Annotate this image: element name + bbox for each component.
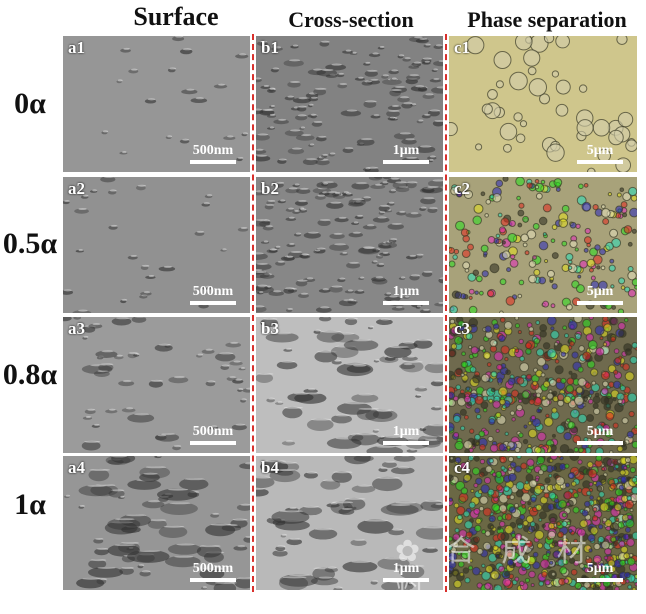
- panel-label: b1: [261, 38, 279, 58]
- scale-bar: 1μm: [383, 144, 429, 164]
- scale-bar: 500nm: [190, 144, 236, 164]
- panel-label: a4: [68, 458, 85, 478]
- panel-c3: c3 5μm: [449, 317, 637, 453]
- scale-bar: 1μm: [383, 285, 429, 305]
- scale-bar-line: [383, 301, 429, 305]
- panel-c2: c2 5μm: [449, 177, 637, 313]
- panel-label: c3: [454, 319, 470, 339]
- scale-bar-label: 1μm: [383, 425, 429, 439]
- panel-a3: a3 500nm: [63, 317, 250, 453]
- scale-bar-line: [577, 441, 623, 445]
- panel-b3: b3 1μm: [256, 317, 443, 453]
- row-label-0: 0α: [0, 87, 60, 121]
- scale-bar: 500nm: [190, 425, 236, 445]
- scale-bar-line: [190, 160, 236, 164]
- scale-bar: 500nm: [190, 562, 236, 582]
- scale-bar-label: 5μm: [577, 144, 623, 158]
- panel-a2: a2 500nm: [63, 177, 250, 313]
- scale-bar-label: 500nm: [190, 562, 236, 576]
- watermark: ✿ 合 成 材 料: [395, 526, 646, 614]
- panel-label: b2: [261, 179, 279, 199]
- scale-bar: 500nm: [190, 285, 236, 305]
- row-label-2: 0.8α: [0, 358, 60, 392]
- scale-bar: 5μm: [577, 285, 623, 305]
- scale-bar-label: 500nm: [190, 285, 236, 299]
- panel-b2: b2 1μm: [256, 177, 443, 313]
- scale-bar-line: [383, 160, 429, 164]
- scale-bar-label: 500nm: [190, 144, 236, 158]
- divider-2: [445, 34, 447, 592]
- scale-bar-line: [190, 301, 236, 305]
- scale-bar-line: [383, 441, 429, 445]
- row-label-3: 1α: [0, 488, 60, 522]
- column-header-surface: Surface: [96, 2, 256, 32]
- scale-bar-line: [577, 160, 623, 164]
- panel-c1: c1 5μm: [449, 36, 637, 172]
- panel-label: b4: [261, 458, 279, 478]
- scale-bar: 5μm: [577, 144, 623, 164]
- column-header-cross-section: Cross-section: [256, 7, 446, 33]
- scale-bar: 1μm: [383, 425, 429, 445]
- scale-bar-label: 1μm: [383, 285, 429, 299]
- panel-label: a2: [68, 179, 85, 199]
- scale-bar-label: 1μm: [383, 144, 429, 158]
- panel-label: a3: [68, 319, 85, 339]
- panel-label: c2: [454, 179, 470, 199]
- panel-label: c4: [454, 458, 470, 478]
- scale-bar-label: 5μm: [577, 425, 623, 439]
- row-label-1: 0.5α: [0, 227, 60, 261]
- panel-b1: b1 1μm: [256, 36, 443, 172]
- panel-label: b3: [261, 319, 279, 339]
- scale-bar-label: 5μm: [577, 285, 623, 299]
- scale-bar-line: [190, 578, 236, 582]
- scale-bar-line: [190, 441, 236, 445]
- divider-1: [252, 34, 254, 592]
- panel-a1: a1 500nm: [63, 36, 250, 172]
- scale-bar: 5μm: [577, 425, 623, 445]
- column-header-phase-separation: Phase separation: [448, 7, 646, 33]
- panel-label: c1: [454, 38, 470, 58]
- panel-a4: a4 500nm: [63, 456, 250, 590]
- scale-bar-label: 500nm: [190, 425, 236, 439]
- panel-label: a1: [68, 38, 85, 58]
- scale-bar-line: [577, 301, 623, 305]
